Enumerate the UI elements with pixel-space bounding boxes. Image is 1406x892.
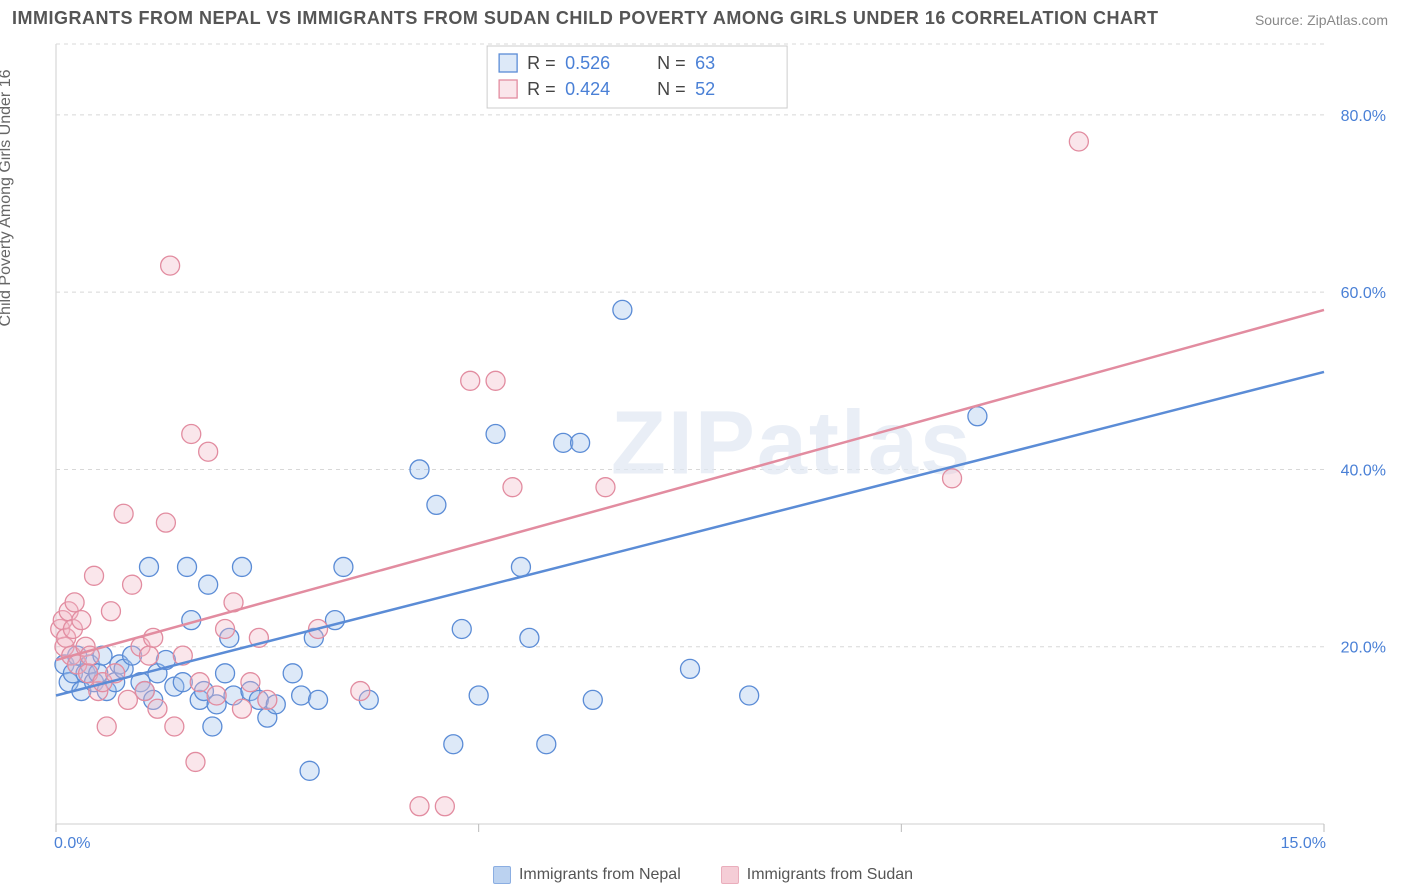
scatter-point-sudan	[351, 682, 370, 701]
watermark: ZIPatlas	[611, 393, 972, 493]
scatter-point-sudan	[410, 797, 429, 816]
legend-n-label: N =	[657, 79, 686, 99]
legend-r-value-sudan: 0.424	[565, 79, 610, 99]
scatter-point-sudan	[503, 478, 522, 497]
scatter-point-sudan	[161, 256, 180, 275]
x-tick-label: 0.0%	[54, 835, 90, 852]
scatter-point-sudan	[186, 752, 205, 771]
scatter-point-nepal	[292, 686, 311, 705]
legend-swatch-nepal	[499, 54, 517, 72]
plot-area: 20.0% 40.0% 60.0% 80.0% 0.0% 15.0% ZIPatlas R =…	[50, 40, 1394, 852]
scatter-point-sudan	[114, 504, 133, 523]
bottom-legend: Immigrants from Nepal Immigrants from Sud…	[0, 866, 1406, 884]
scatter-point-nepal	[427, 495, 446, 514]
scatter-point-nepal	[444, 735, 463, 754]
scatter-point-nepal	[583, 690, 602, 709]
scatter-point-sudan	[596, 478, 615, 497]
bottom-legend-label-sudan: Immigrants from Sudan	[747, 866, 913, 884]
scatter-point-nepal	[452, 620, 471, 639]
chart-title: IMMIGRANTS FROM NEPAL VS IMMIGRANTS FROM…	[12, 8, 1159, 29]
bottom-legend-swatch-nepal	[493, 866, 511, 884]
legend-r-label: R =	[527, 79, 556, 99]
scatter-point-sudan	[85, 566, 104, 585]
scatter-point-sudan	[182, 425, 201, 444]
scatter-point-sudan	[258, 690, 277, 709]
scatter-point-nepal	[571, 433, 590, 452]
x-tick-label: 15.0%	[1281, 835, 1326, 852]
scatter-point-sudan	[72, 611, 91, 630]
scatter-point-sudan	[199, 442, 218, 461]
scatter-point-nepal	[216, 664, 235, 683]
y-axis-label: Child Poverty Among Girls Under 16	[0, 70, 15, 327]
legend-swatch-sudan	[499, 80, 517, 98]
scatter-point-nepal	[511, 557, 530, 576]
scatter-point-sudan	[156, 513, 175, 532]
scatter-point-nepal	[681, 659, 700, 678]
scatter-point-sudan	[216, 620, 235, 639]
scatter-point-nepal	[740, 686, 759, 705]
scatter-point-sudan	[65, 593, 84, 612]
y-tick-label: 60.0%	[1341, 285, 1386, 302]
legend-r-label: R =	[527, 53, 556, 73]
scatter-point-sudan	[232, 699, 251, 718]
scatter-point-sudan	[461, 371, 480, 390]
legend-n-label: N =	[657, 53, 686, 73]
scatter-point-nepal	[554, 433, 573, 452]
scatter-point-nepal	[334, 557, 353, 576]
scatter-point-nepal	[300, 761, 319, 780]
scatter-point-nepal	[283, 664, 302, 683]
scatter-point-nepal	[309, 690, 328, 709]
scatter-point-nepal	[968, 407, 987, 426]
scatter-point-sudan	[241, 673, 260, 692]
scatter-point-nepal	[486, 425, 505, 444]
legend-r-value-nepal: 0.526	[565, 53, 610, 73]
scatter-point-sudan	[165, 717, 184, 736]
scatter-point-sudan	[486, 371, 505, 390]
bottom-legend-item-sudan: Immigrants from Sudan	[721, 866, 913, 884]
scatter-point-nepal	[537, 735, 556, 754]
scatter-point-sudan	[148, 699, 167, 718]
scatter-point-sudan	[123, 575, 142, 594]
source-attribution: Source: ZipAtlas.com	[1255, 12, 1388, 28]
scatter-point-nepal	[203, 717, 222, 736]
y-tick-label: 40.0%	[1341, 462, 1386, 479]
scatter-point-sudan	[101, 602, 120, 621]
scatter-point-nepal	[139, 557, 158, 576]
bottom-legend-swatch-sudan	[721, 866, 739, 884]
scatter-point-nepal	[520, 628, 539, 647]
scatter-point-sudan	[139, 646, 158, 665]
legend-n-value-nepal: 63	[695, 53, 715, 73]
scatter-point-sudan	[118, 690, 137, 709]
scatter-point-nepal	[469, 686, 488, 705]
scatter-point-nepal	[173, 673, 192, 692]
scatter-point-sudan	[207, 686, 226, 705]
scatter-point-nepal	[178, 557, 197, 576]
legend-n-value-sudan: 52	[695, 79, 715, 99]
y-tick-label: 80.0%	[1341, 108, 1386, 125]
scatter-point-nepal	[199, 575, 218, 594]
scatter-point-nepal	[232, 557, 251, 576]
trend-line-sudan	[56, 310, 1324, 660]
scatter-point-nepal	[613, 300, 632, 319]
bottom-legend-label-nepal: Immigrants from Nepal	[519, 866, 681, 884]
scatter-point-sudan	[190, 673, 209, 692]
scatter-plot-svg: 20.0% 40.0% 60.0% 80.0% 0.0% 15.0% ZIPatlas R =…	[50, 40, 1394, 852]
scatter-point-nepal	[410, 460, 429, 479]
scatter-point-sudan	[135, 682, 154, 701]
bottom-legend-item-nepal: Immigrants from Nepal	[493, 866, 681, 884]
scatter-point-sudan	[97, 717, 116, 736]
y-tick-label: 20.0%	[1341, 640, 1386, 657]
scatter-point-sudan	[435, 797, 454, 816]
scatter-point-sudan	[1069, 132, 1088, 151]
scatter-point-sudan	[943, 469, 962, 488]
